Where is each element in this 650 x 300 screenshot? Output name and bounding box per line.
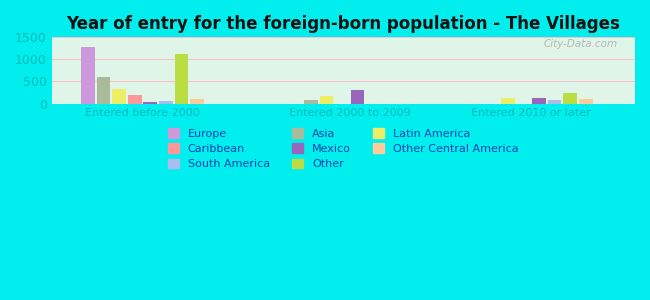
Bar — [81, 47, 95, 104]
Bar — [97, 76, 110, 103]
Bar — [579, 99, 593, 103]
Bar — [159, 101, 173, 103]
Bar — [501, 98, 515, 104]
Bar — [564, 93, 577, 104]
Bar — [532, 98, 546, 103]
Bar — [190, 99, 203, 103]
Bar — [351, 90, 365, 104]
Bar — [548, 100, 562, 103]
Title: Year of entry for the foreign-born population - The Villages: Year of entry for the foreign-born popul… — [66, 15, 620, 33]
Bar — [112, 89, 126, 103]
Bar — [320, 96, 333, 103]
Bar — [304, 100, 318, 103]
Bar — [144, 102, 157, 104]
Text: City-Data.com: City-Data.com — [543, 39, 618, 49]
Legend: Europe, Caribbean, South America, Asia, Mexico, Other, Latin America, Other Cent: Europe, Caribbean, South America, Asia, … — [163, 124, 523, 174]
Bar — [174, 54, 188, 104]
Bar — [128, 95, 142, 103]
